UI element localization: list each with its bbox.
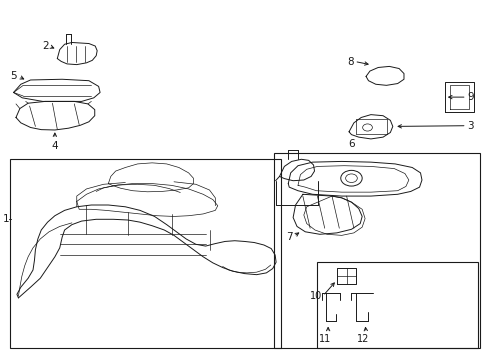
Text: 11: 11: [318, 334, 330, 344]
Text: 5: 5: [10, 71, 17, 81]
Text: 10: 10: [309, 291, 322, 301]
Bar: [317, 262, 477, 348]
Text: 7: 7: [286, 232, 292, 242]
Text: 3: 3: [466, 121, 473, 131]
Text: 4: 4: [51, 141, 58, 151]
Bar: [273, 153, 479, 348]
Text: 1: 1: [3, 214, 9, 224]
Text: 9: 9: [466, 92, 473, 102]
Text: 2: 2: [42, 41, 48, 51]
Text: 6: 6: [347, 139, 354, 149]
Bar: [10, 158, 281, 348]
Text: 8: 8: [346, 57, 353, 67]
Text: 12: 12: [357, 334, 369, 344]
